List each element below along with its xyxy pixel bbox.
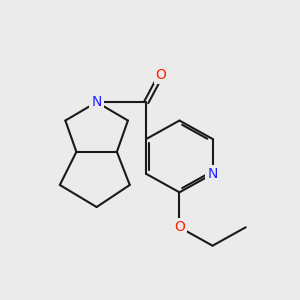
Text: O: O [156,68,167,82]
Text: O: O [174,220,185,234]
Text: N: N [207,167,218,181]
Text: N: N [92,95,102,109]
